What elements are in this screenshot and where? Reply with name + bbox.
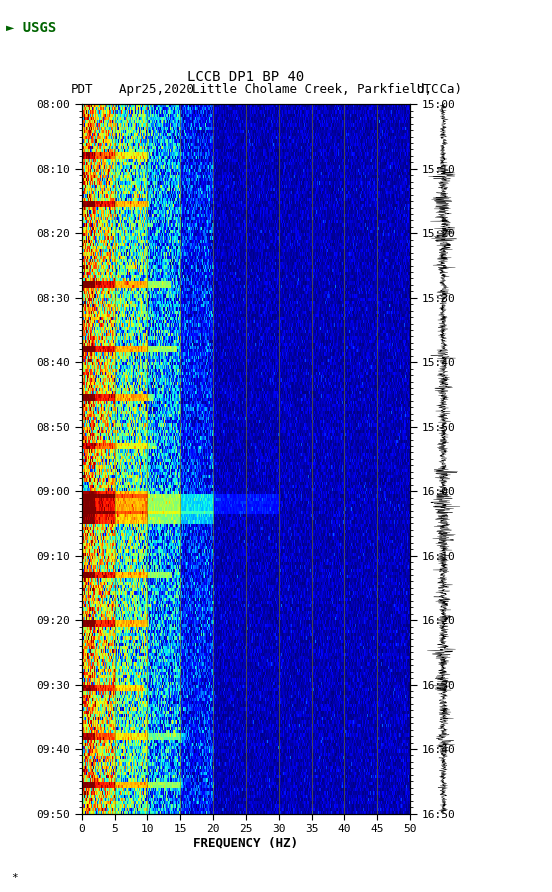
Text: PDT: PDT <box>71 83 93 96</box>
X-axis label: FREQUENCY (HZ): FREQUENCY (HZ) <box>193 837 299 850</box>
Text: UTC: UTC <box>416 83 438 96</box>
Text: ► USGS: ► USGS <box>6 21 56 35</box>
Text: Apr25,2020: Apr25,2020 <box>104 83 194 96</box>
Text: *: * <box>11 873 18 883</box>
Text: Little Cholame Creek, Parkfield, Ca): Little Cholame Creek, Parkfield, Ca) <box>192 83 462 96</box>
Text: LCCB DP1 BP 40: LCCB DP1 BP 40 <box>187 70 305 84</box>
